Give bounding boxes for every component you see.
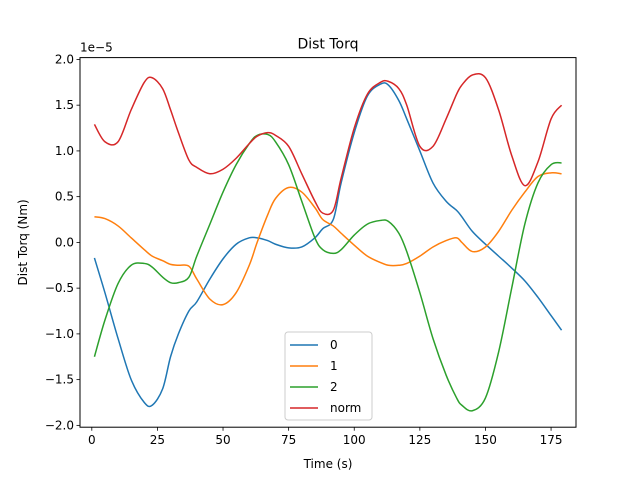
legend-entry: 1 [330, 359, 338, 373]
x-tick-label: 25 [150, 433, 165, 447]
legend-entry: norm [330, 401, 361, 415]
legend: 0 1 2 norm [284, 331, 373, 421]
chart-title: Dist Torq [297, 37, 358, 53]
y-tick-label: 1.5 [55, 98, 74, 112]
x-tick-label: 125 [408, 433, 431, 447]
y-tick-label: 0.5 [55, 190, 74, 204]
y-axis-title: Dist Torq (Nm) [16, 199, 30, 285]
y-axis: −2.0 −1.5 −1.0 −0.5 0.0 0.5 1.0 1.5 2.0 [45, 52, 80, 432]
x-axis-title: Time (s) [303, 457, 353, 471]
series-line-1 [94, 172, 562, 306]
series-layer [93, 72, 563, 412]
y-tick-label: −0.5 [45, 281, 74, 295]
y-tick-label: −1.0 [45, 327, 74, 341]
legend-entry: 2 [330, 380, 338, 394]
y-tick-label: −2.0 [45, 418, 74, 432]
x-tick-label: 0 [88, 433, 96, 447]
series-line-0 [93, 82, 563, 408]
y-tick-label: 0.0 [55, 235, 74, 249]
legend-entry: 0 [330, 338, 338, 352]
series-line-norm [93, 72, 563, 216]
legend-box [284, 331, 373, 421]
x-tick-label: 150 [474, 433, 497, 447]
x-tick-label: 75 [281, 433, 296, 447]
y-tick-label: 1.0 [55, 144, 74, 158]
y-tick-label: −1.5 [45, 373, 74, 387]
x-axis: 0 25 50 75 100 125 150 175 [88, 427, 563, 447]
x-tick-label: 50 [215, 433, 230, 447]
y-offset-label: 1e−5 [80, 41, 113, 55]
series-line-2 [93, 133, 562, 412]
y-tick-label: 2.0 [55, 52, 74, 66]
x-tick-label: 100 [343, 433, 366, 447]
x-tick-label: 175 [540, 433, 563, 447]
